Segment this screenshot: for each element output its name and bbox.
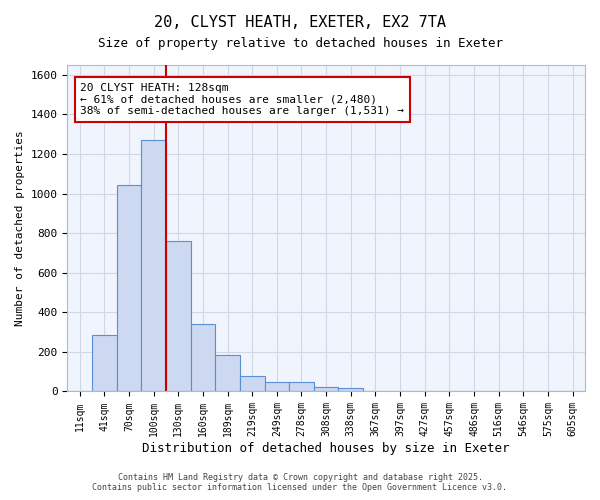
Text: 20, CLYST HEATH, EXETER, EX2 7TA: 20, CLYST HEATH, EXETER, EX2 7TA — [154, 15, 446, 30]
Bar — [289, 382, 314, 392]
Bar — [240, 376, 265, 392]
Bar — [141, 140, 166, 392]
Text: Contains HM Land Registry data © Crown copyright and database right 2025.
Contai: Contains HM Land Registry data © Crown c… — [92, 473, 508, 492]
X-axis label: Distribution of detached houses by size in Exeter: Distribution of detached houses by size … — [142, 442, 510, 455]
Y-axis label: Number of detached properties: Number of detached properties — [15, 130, 25, 326]
Text: 20 CLYST HEATH: 128sqm
← 61% of detached houses are smaller (2,480)
38% of semi-: 20 CLYST HEATH: 128sqm ← 61% of detached… — [80, 83, 404, 116]
Bar — [191, 324, 215, 392]
Bar — [265, 382, 289, 392]
Bar — [215, 355, 240, 392]
Bar — [314, 386, 338, 392]
Bar — [92, 335, 116, 392]
Text: Size of property relative to detached houses in Exeter: Size of property relative to detached ho… — [97, 38, 503, 51]
Bar — [116, 184, 141, 392]
Bar — [338, 388, 363, 392]
Bar — [166, 241, 191, 392]
